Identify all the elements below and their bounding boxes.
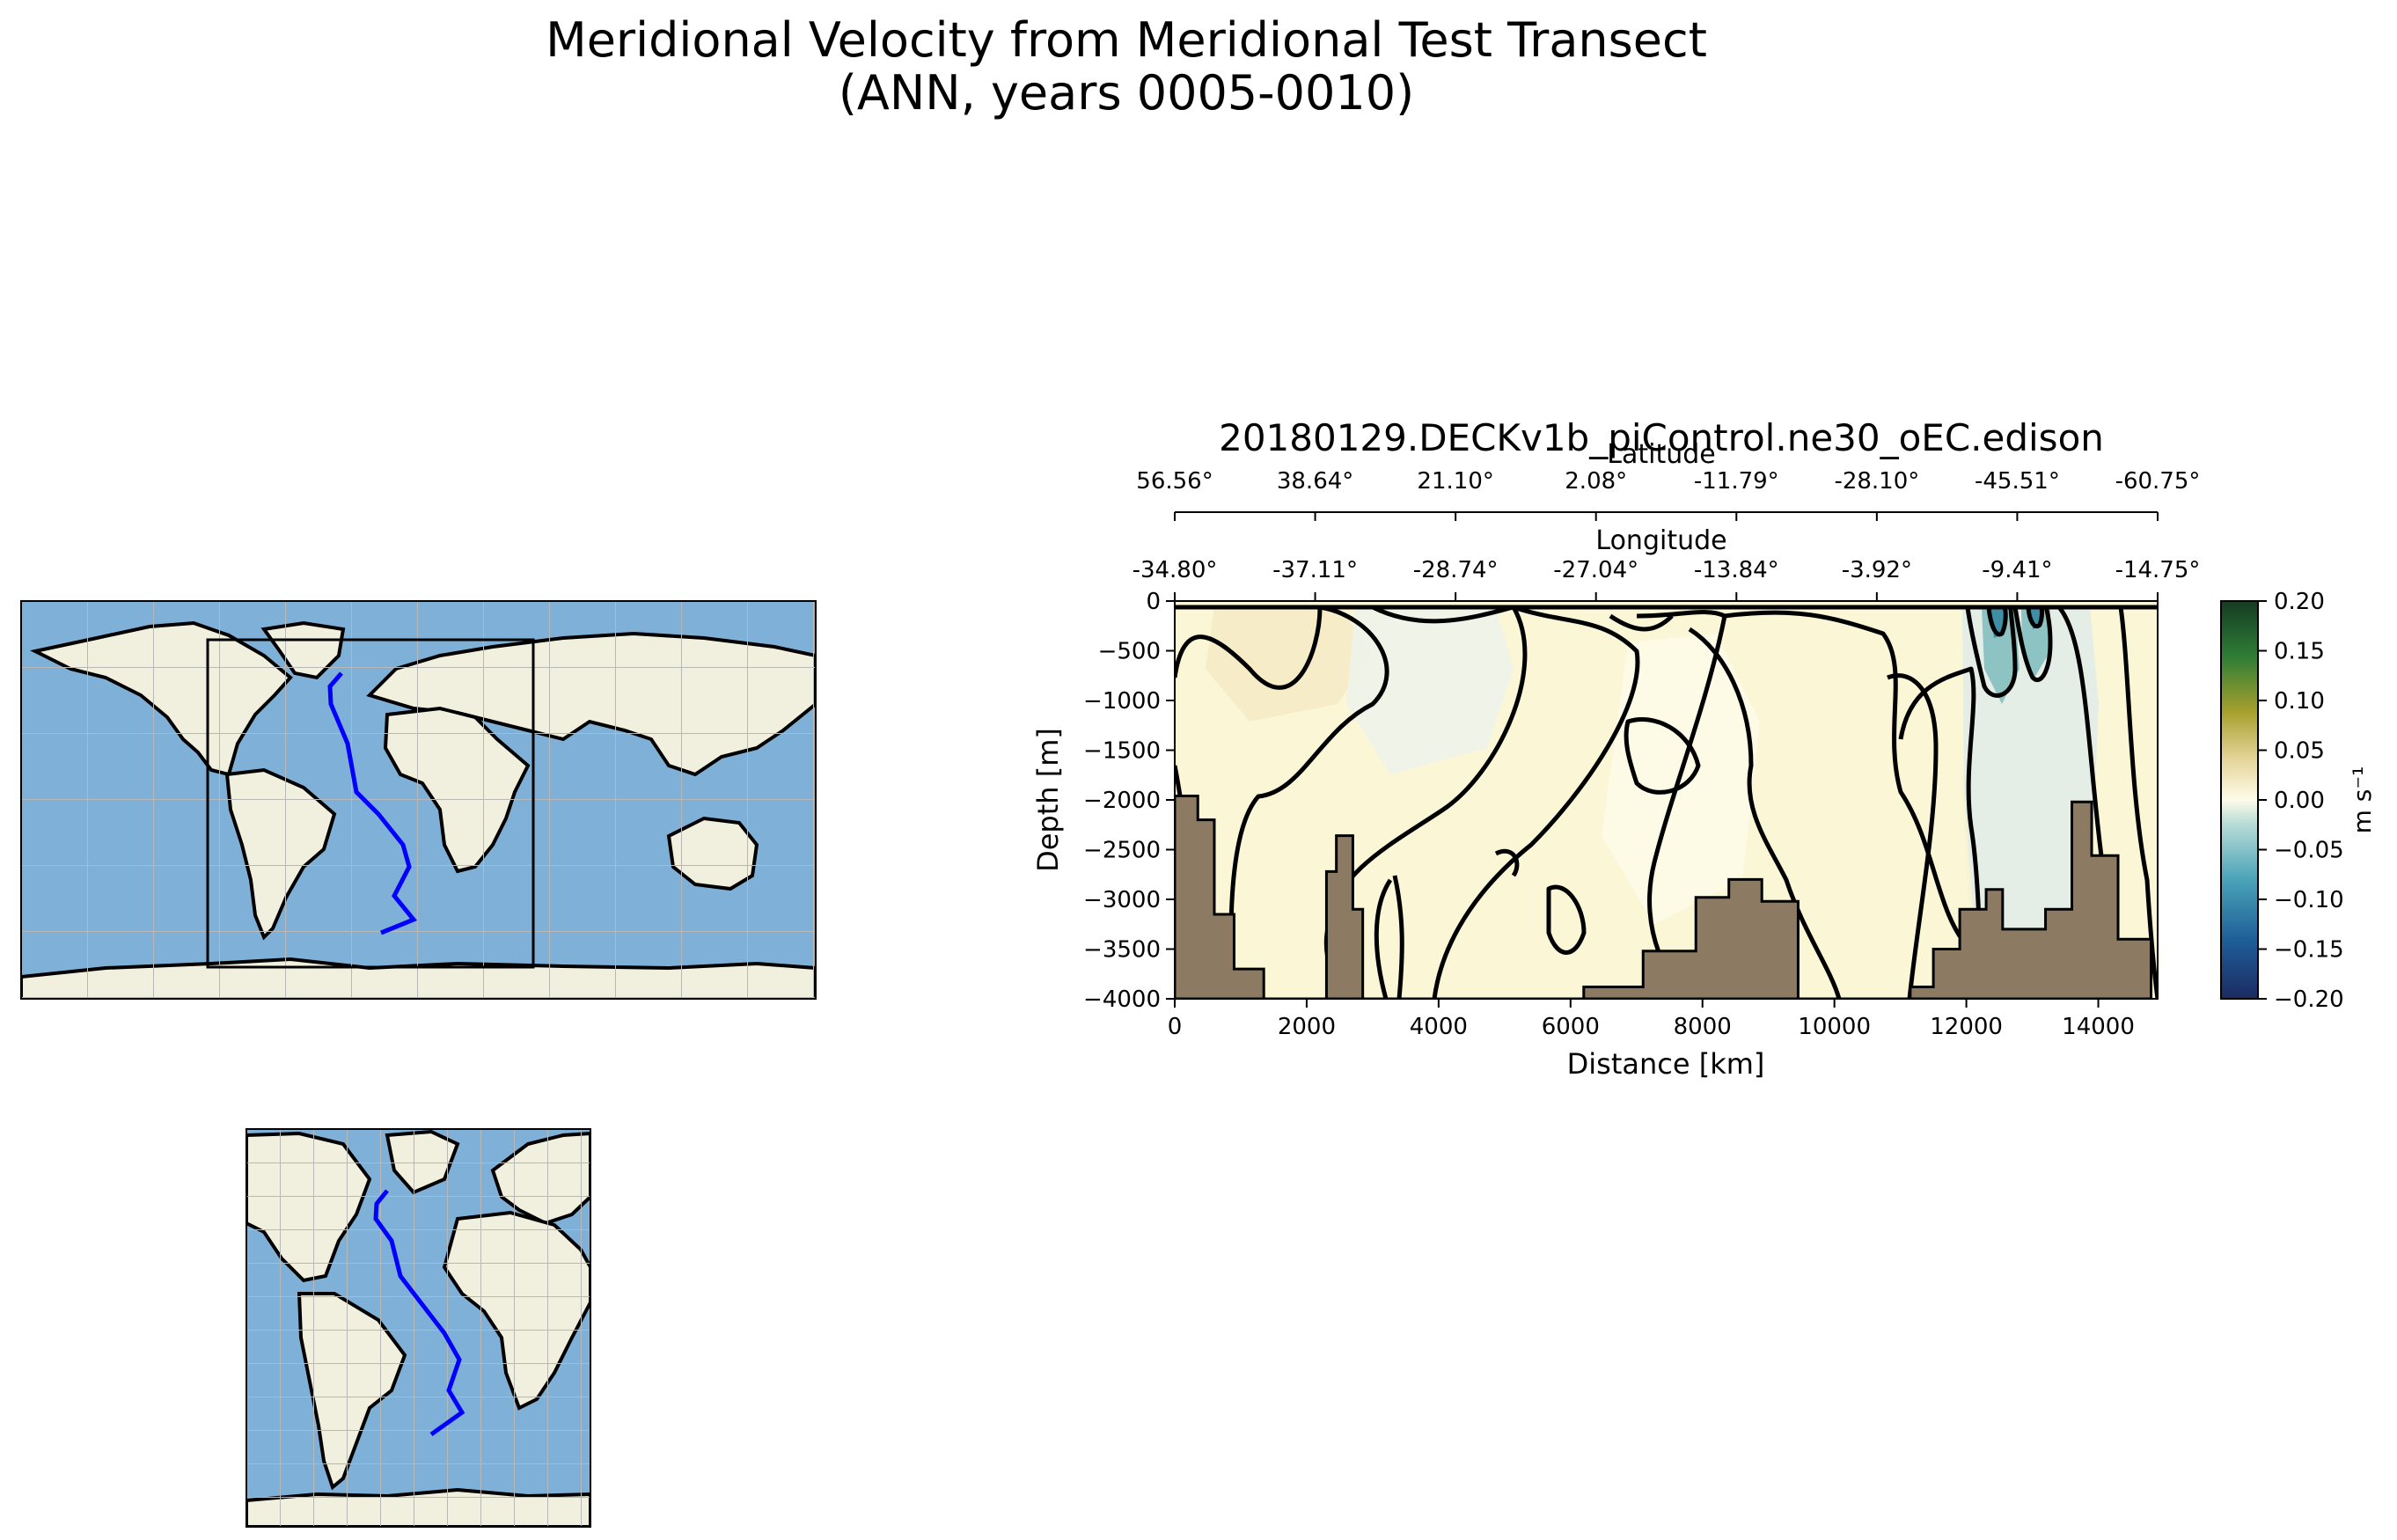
x-tick-label: 2000 [1278,1014,1336,1040]
global-map-panel [20,600,817,1000]
contour-lines [1175,605,2158,999]
contour-line [1371,605,1514,624]
longitude-axis-label: Longitude [1595,525,1726,556]
transect-line [327,671,418,935]
colorbar-tick-label: 0.00 [2274,788,2325,814]
contour-line [2012,606,2053,682]
velocity-patch [1982,607,2019,704]
colorbar-ticks: 0.20 0.15 0.10 0.05 0.00 −0.05 −0.10 −0.15 −0.20 [2258,589,2344,1013]
contour-line [1887,673,1939,999]
latitude-tick-label: -60.75° [2115,468,2201,495]
contour-line [1546,884,1587,955]
longitude-ticks: -34.80° -37.11° -28.74° -27.04° -13.84° -3.92… [1133,557,2201,601]
latitude-tick-label: 2.08° [1565,468,1627,495]
x-tick-label: 0 [1168,1014,1183,1040]
contour-line [1392,875,1404,999]
colorbar-tick-label: −0.05 [2274,838,2344,864]
latitude-tick-label: 21.10° [1417,468,1493,495]
longitude-tick-label: -34.80° [1133,557,1218,583]
x-tick-label: 6000 [1542,1014,1600,1040]
contour-line [1432,605,1640,999]
x-tick-label: 12000 [1930,1014,2003,1040]
map-graticule [21,601,816,999]
latitude-tick-label: 56.56° [1136,468,1213,495]
longitude-tick-label: -27.04° [1553,557,1638,583]
longitude-tick-label: -14.75° [2115,557,2201,583]
x-axis-label: Distance [km] [1567,1047,1765,1081]
longitude-tick-label: -9.41° [1982,557,2052,583]
x-tick-label: 10000 [1798,1014,1871,1040]
longitude-tick-label: -28.74° [1413,557,1499,583]
y-tick-label: −3000 [1083,887,1161,913]
x-tick-label: 8000 [1674,1014,1732,1040]
x-tick-label: 4000 [1410,1014,1468,1040]
y-axis-ticks: 0 −500 −1000 −1500 −2000 −2500 −3000 −3500 −4000 [1083,589,1175,1013]
map-frame [20,600,817,1000]
velocity-patch [1346,607,1514,774]
y-tick-label: −1000 [1083,688,1161,715]
figure-suptitle-line2: (ANN, years 0005-0010) [838,65,1415,121]
latitude-ticks: 56.56° 38.64° 21.10° 2.08° -11.79° -28.10° -45… [1136,468,2200,521]
colorbar-tick-label: −0.10 [2274,887,2344,913]
region-box [206,638,535,969]
y-tick-label: −4000 [1083,986,1161,1013]
colorbar-label: m s⁻¹ [2348,766,2377,834]
y-tick-label: −2000 [1083,788,1161,814]
transect-line [373,1189,465,1437]
chart-title: 20180129.DECKv1b_piControl.ne30_oEC.edis… [1219,416,2104,459]
velocity-patch [1206,605,1373,722]
figure-suptitle-line1: Meridional Velocity from Meridional Test… [546,12,1707,68]
contour-line [1228,605,1389,999]
colorbar: 0.20 0.15 0.10 0.05 0.00 −0.05 −0.10 −0.15 −0.20… [2220,589,2377,1013]
y-tick-label: −2500 [1083,838,1161,864]
colorbar-tick-label: −0.15 [2274,937,2344,964]
seafloor-layer [1175,794,2152,999]
y-axis-label: Depth [m] [1031,728,1065,872]
latitude-tick-label: -45.51° [1975,468,2060,495]
contour-line [1374,878,1393,999]
y-tick-label: −3500 [1083,937,1161,964]
contour-line [1609,613,1674,632]
y-tick-label: −1500 [1083,738,1161,765]
longitude-tick-label: -37.11° [1272,557,1358,583]
map-frame [246,1128,591,1528]
x-axis-ticks: 0 2000 4000 6000 8000 10000 12000 14000 [1168,999,2135,1040]
contour-line [2118,606,2158,999]
contour-line [1624,716,1701,795]
regional-map-panel [246,1128,591,1528]
colorbar-gradient [2220,600,2259,1000]
transect-section-plot: 20180129.DECKv1b_piControl.ne30_oEC.edis… [1031,416,2377,1081]
latitude-tick-label: -11.79° [1694,468,1779,495]
contour-line [1688,627,1842,999]
x-tick-label: 14000 [2062,1014,2135,1040]
y-tick-label: −500 [1098,639,1161,665]
colorbar-tick-label: 0.15 [2274,639,2325,665]
map-graticule [246,1129,590,1527]
longitude-tick-label: -13.84° [1694,557,1779,583]
contour-line [1494,849,1520,877]
colorbar-tick-label: −0.20 [2274,986,2344,1013]
contour-line [1175,606,1323,690]
colorbar-tick-label: 0.20 [2274,589,2325,615]
colorbar-tick-label: 0.05 [2274,738,2325,765]
latitude-tick-label: -28.10° [1834,468,1919,495]
longitude-tick-label: -3.92° [1842,557,1912,583]
colorbar-tick-label: 0.10 [2274,688,2325,715]
latitude-axis-label: Latitude [1607,439,1715,470]
velocity-patch [2021,607,2050,678]
latitude-tick-label: 38.64° [1277,468,1353,495]
y-tick-label: 0 [1146,589,1161,615]
seafloor-fill [1175,794,2152,999]
contour-line [1986,606,2008,637]
contour-line [1965,606,2018,698]
